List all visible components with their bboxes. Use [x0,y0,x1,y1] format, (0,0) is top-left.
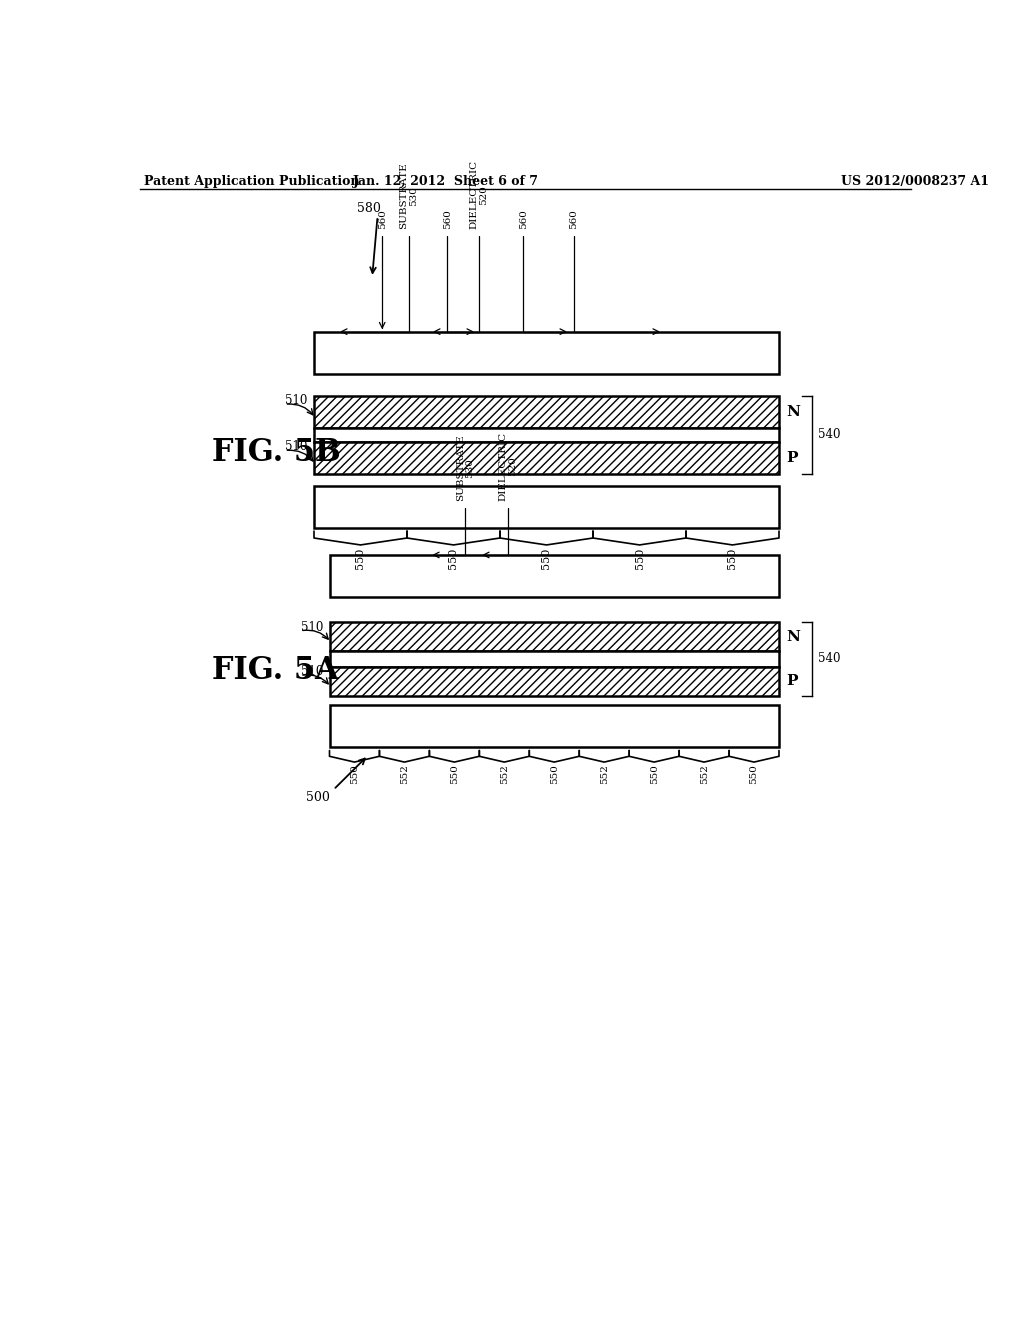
Text: 560: 560 [569,210,579,230]
Text: DIELECTRIC
520: DIELECTRIC 520 [499,432,517,502]
Bar [407,486,454,528]
Bar [729,554,779,598]
Bar [529,554,580,598]
Text: US 2012/0008237 A1: US 2012/0008237 A1 [841,176,989,189]
Bar [454,486,500,528]
Text: P: P [786,675,799,688]
Bar [380,705,429,747]
Text: 510: 510 [286,440,308,453]
Text: 580: 580 [356,202,381,215]
Text: 552: 552 [400,764,409,784]
Text: N: N [786,630,801,644]
Text: N: N [786,405,801,418]
Bar [732,486,779,528]
Text: Jan. 12, 2012  Sheet 6 of 7: Jan. 12, 2012 Sheet 6 of 7 [352,176,539,189]
Text: DIELECTRIC
520: DIELECTRIC 520 [470,160,488,230]
Bar [330,705,380,747]
Bar [314,486,779,528]
Bar [640,486,686,528]
Bar [679,554,729,598]
Text: 550: 550 [635,548,644,569]
Bar [429,554,479,598]
Bar [330,705,779,747]
Bar [640,331,686,374]
Text: 550: 550 [350,764,359,784]
Text: 550: 550 [542,548,552,569]
Text: 500: 500 [306,791,330,804]
Bar [314,486,360,528]
Text: 550: 550 [449,548,459,569]
Bar [729,705,779,747]
Bar [629,705,679,747]
Bar [547,486,593,528]
Bar [479,554,529,598]
Text: FIG. 5A: FIG. 5A [212,655,338,686]
Bar [380,554,429,598]
Bar [407,428,500,442]
Text: SUBSTRATE
530: SUBSTRATE 530 [399,162,418,230]
Text: SUBSTRATE
530: SUBSTRATE 530 [456,434,474,502]
Bar [360,486,407,528]
Text: 550: 550 [450,764,459,784]
Bar [330,651,779,667]
Text: 560: 560 [442,210,452,230]
Bar [529,705,580,747]
Bar [686,331,732,374]
Bar [314,442,779,474]
Bar [407,331,454,374]
Text: 510: 510 [301,665,324,678]
Bar [629,554,679,598]
Bar [500,486,547,528]
Bar [500,331,547,374]
Text: 560: 560 [378,210,387,230]
Text: 550: 550 [649,764,658,784]
Bar [580,554,629,598]
Bar [547,331,593,374]
Text: 552: 552 [699,764,709,784]
Text: 550: 550 [750,764,759,784]
Bar [580,705,629,747]
Bar [360,331,407,374]
Bar [420,651,509,667]
Bar [686,428,779,442]
Bar [330,554,779,598]
Text: FIG. 5B: FIG. 5B [212,437,340,469]
Bar [479,705,529,747]
Text: 510: 510 [286,393,308,407]
Bar [679,705,729,747]
Text: 510: 510 [301,620,324,634]
Bar [330,554,380,598]
Bar [314,331,360,374]
Text: 560: 560 [519,210,527,230]
Bar [454,331,500,374]
Text: 550: 550 [355,548,366,569]
Text: P: P [786,451,799,465]
Bar [500,428,593,442]
Text: 552: 552 [600,764,608,784]
Bar [330,622,779,651]
Bar [509,651,599,667]
Bar [689,651,779,667]
Bar [330,667,779,696]
Bar [593,486,640,528]
Bar [314,331,779,374]
Text: 552: 552 [500,764,509,784]
Text: 540: 540 [818,428,841,441]
Bar [593,428,686,442]
Bar [599,651,689,667]
Bar [330,651,420,667]
Text: 550: 550 [727,548,737,569]
Bar [314,428,407,442]
Text: Patent Application Publication: Patent Application Publication [143,176,359,189]
Bar [732,331,779,374]
Text: 540: 540 [818,652,841,665]
Bar [686,486,732,528]
Bar [314,428,779,442]
Bar [593,331,640,374]
Bar [429,705,479,747]
Bar [314,396,779,428]
Text: 550: 550 [550,764,559,784]
